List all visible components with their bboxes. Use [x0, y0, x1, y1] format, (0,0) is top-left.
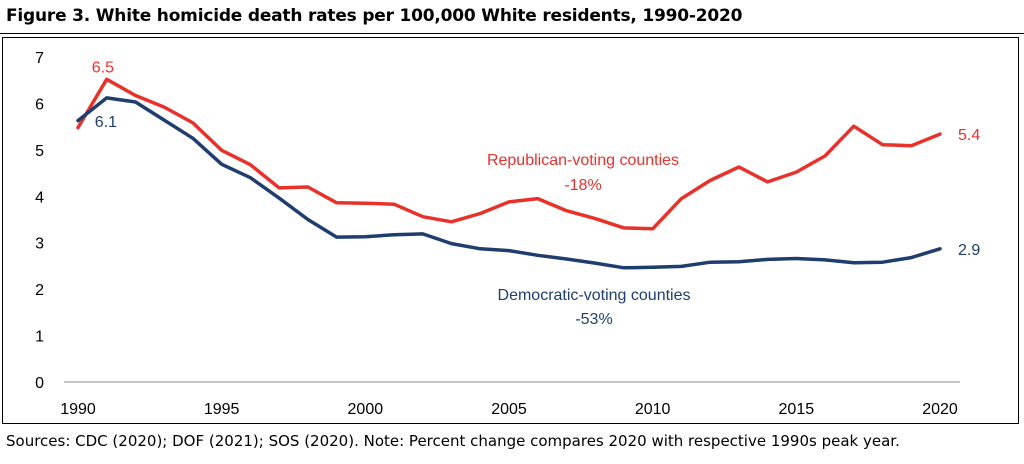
- y-tick-label: 5: [35, 143, 44, 160]
- chart-frame: [2, 37, 1019, 424]
- x-tick-label: 2020: [922, 401, 958, 418]
- x-tick-label: 1990: [60, 401, 96, 418]
- change-label-republican: -18%: [564, 177, 601, 194]
- value-label-democratic-1991: 6.1: [95, 114, 117, 131]
- value-label-democratic-2020: 2.9: [958, 242, 980, 259]
- figure-title: Figure 3. White homicide death rates per…: [6, 6, 743, 26]
- line-chart: 0 1 2 3 4 5 6 7 1990 1995 2000 2005 2010 2015 2020 Re…: [35, 50, 981, 418]
- x-tick-label: 2015: [779, 401, 815, 418]
- y-tick-label: 3: [35, 236, 44, 253]
- y-tick-label: 0: [35, 375, 44, 392]
- series-label-republican: Republican-voting counties: [487, 152, 679, 169]
- y-tick-label: 7: [35, 50, 44, 67]
- y-axis: 0 1 2 3 4 5 6 7: [35, 50, 44, 392]
- series-labels: Republican-voting counties -18% Democrat…: [487, 152, 691, 328]
- data-annotations: 6.5 5.4 6.1 2.9: [92, 59, 981, 258]
- value-label-republican-2020: 5.4: [958, 127, 980, 144]
- x-tick-label: 2005: [491, 401, 527, 418]
- y-tick-label: 2: [35, 282, 44, 299]
- title-rule: [0, 33, 1024, 34]
- value-label-republican-1991: 6.5: [92, 59, 114, 76]
- series-line-democratic: [76, 96, 942, 270]
- y-tick-label: 1: [35, 329, 44, 346]
- x-tick-label: 2010: [635, 401, 671, 418]
- series-line-republican: [76, 77, 942, 231]
- change-label-democratic: -53%: [575, 311, 612, 328]
- x-tick-label: 1995: [204, 401, 240, 418]
- series-lines: [76, 77, 942, 270]
- y-tick-label: 6: [35, 96, 44, 113]
- series-label-democratic: Democratic-voting counties: [498, 287, 691, 304]
- y-tick-label: 4: [35, 189, 44, 206]
- source-note: Sources: CDC (2020); DOF (2021); SOS (20…: [6, 432, 900, 450]
- x-axis: 1990 1995 2000 2005 2010 2015 2020: [60, 381, 960, 418]
- x-tick-label: 2000: [348, 401, 384, 418]
